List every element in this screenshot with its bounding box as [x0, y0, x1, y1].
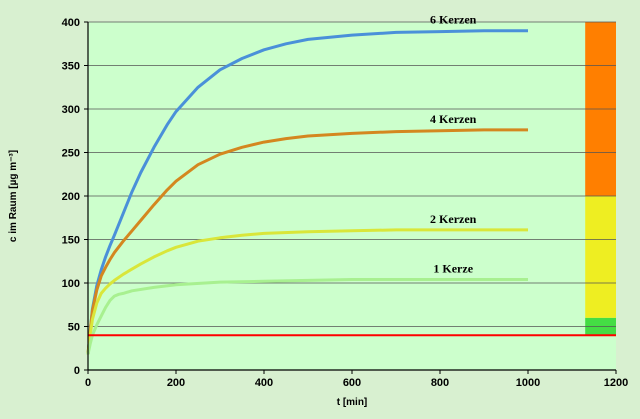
y-axis-label: c im Raum [µg m⁻³]	[8, 150, 19, 242]
x-tick-labels: 0 200 400 600 800 1000 1200	[85, 370, 628, 389]
y-tick-label: 350	[62, 61, 80, 73]
series-label: 1 Kerze	[433, 262, 473, 276]
series-line	[86, 29, 528, 355]
series-labels: 6 Kerzen 4 Kerzen 2 Kerzen 1 Kerze	[430, 13, 477, 276]
gridlines	[88, 21, 616, 327]
y-tick-labels: 0 50 100 150 200 250 300 350 400	[62, 17, 88, 377]
x-tick-label: 800	[431, 377, 449, 389]
x-tick-label: 200	[167, 377, 185, 389]
y-tick-label: 300	[62, 104, 80, 116]
series-line	[86, 278, 528, 355]
series-line	[86, 228, 528, 355]
y-tick-label: 400	[62, 17, 80, 29]
x-axis-label: t [min]	[337, 397, 368, 408]
y-tick-label: 50	[68, 322, 80, 334]
x-tick-label: 600	[343, 377, 361, 389]
y-tick-label: 150	[62, 235, 80, 247]
x-tick-label: 0	[85, 377, 91, 389]
color-bar-band	[585, 196, 616, 318]
x-tick-label: 1200	[604, 377, 628, 389]
series-label: 2 Kerzen	[430, 212, 477, 226]
x-tick-label: 400	[255, 377, 273, 389]
color-bar-band	[585, 335, 616, 370]
y-tick-label: 100	[62, 278, 80, 290]
color-bar-band	[585, 326, 616, 336]
series-group	[86, 29, 528, 355]
y-tick-label: 250	[62, 148, 80, 160]
x-tick-label: 1000	[516, 377, 540, 389]
series-label: 4 Kerzen	[430, 112, 477, 126]
y-tick-label: 200	[62, 191, 80, 203]
y-tick-label: 0	[74, 365, 80, 377]
series-label: 6 Kerzen	[430, 13, 477, 27]
color-bar-band	[585, 317, 616, 327]
series-line	[86, 128, 528, 355]
